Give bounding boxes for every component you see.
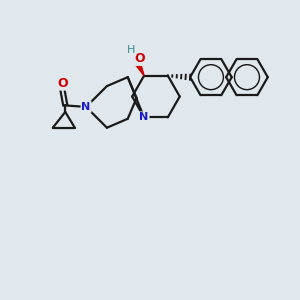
Polygon shape: [136, 63, 144, 76]
Text: N: N: [82, 102, 91, 112]
Text: H: H: [127, 45, 136, 56]
Text: N: N: [140, 112, 149, 122]
Text: O: O: [134, 52, 145, 65]
Text: O: O: [57, 76, 68, 90]
